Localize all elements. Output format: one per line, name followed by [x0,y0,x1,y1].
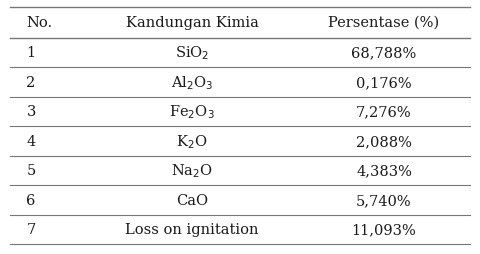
Text: 0,176%: 0,176% [356,75,412,89]
Text: Kandungan Kimia: Kandungan Kimia [126,16,258,30]
Text: CaO: CaO [176,193,208,207]
Text: 1: 1 [26,46,36,60]
Text: Persentase (%): Persentase (%) [328,16,440,30]
Text: SiO$_2$: SiO$_2$ [175,44,209,62]
Text: 4: 4 [26,134,36,148]
Text: 5,740%: 5,740% [356,193,412,207]
Text: Al$_2$O$_3$: Al$_2$O$_3$ [171,74,213,91]
Text: 7,276%: 7,276% [356,105,412,119]
Text: 2: 2 [26,75,36,89]
Text: Fe$_2$O$_3$: Fe$_2$O$_3$ [169,103,215,121]
Text: 11,093%: 11,093% [352,223,416,236]
Text: 2,088%: 2,088% [356,134,412,148]
Text: 6: 6 [26,193,36,207]
Text: 5: 5 [26,164,36,178]
Text: 4,383%: 4,383% [356,164,412,178]
Text: 3: 3 [26,105,36,119]
Text: Loss on ignitation: Loss on ignitation [125,223,259,236]
Text: No.: No. [26,16,52,30]
Text: K$_2$O: K$_2$O [176,133,208,150]
Text: Na$_2$O: Na$_2$O [171,162,213,180]
Text: 68,788%: 68,788% [351,46,417,60]
Text: 7: 7 [26,223,36,236]
